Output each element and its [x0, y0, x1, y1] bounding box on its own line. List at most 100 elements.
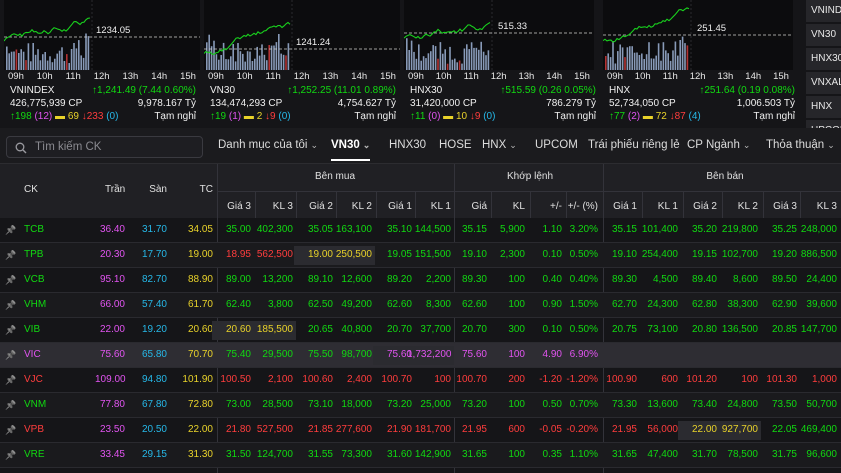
tab-cp-ngành[interactable]: CP Ngành ⌄	[687, 139, 750, 151]
pin-icon[interactable]: 📌	[5, 450, 17, 460]
quote-cell: 20.75	[611, 324, 637, 335]
floor-price: 31.70	[141, 224, 167, 235]
quote-cell: 31.65	[611, 449, 637, 460]
ceiling-count: (2)	[627, 111, 641, 122]
floor-count: (0)	[278, 111, 291, 122]
tab-trái-phiếu-riêng-lẻ[interactable]: Trái phiếu riêng lẻ	[588, 139, 680, 151]
divider	[530, 191, 531, 218]
quote-cell: 8,300	[425, 299, 451, 310]
divider	[454, 164, 455, 473]
col-ck[interactable]: CK	[24, 184, 38, 195]
symbol-code[interactable]: VJC	[24, 374, 43, 385]
symbol-code[interactable]: VIC	[24, 349, 41, 360]
table-row[interactable]: 📌 VCB 95.10 82.70 88.90 89.00 13,200 89.10 12,60…	[0, 268, 841, 293]
index-panel-vn30[interactable]: 1241.24 09h 10h 11h 12h 13h 14h 15h VN30 ↑1,252.2…	[204, 0, 400, 128]
index-chart: 1234.05	[4, 0, 200, 70]
index-change: ↑251.64 (0.19 0.08%)	[699, 85, 795, 96]
pin-icon[interactable]: 📌	[5, 225, 17, 235]
pin-icon[interactable]: 📌	[5, 400, 17, 410]
tab-hnx30[interactable]: HNX30	[389, 139, 426, 151]
index-panel-hnx30[interactable]: 515.33 09h 10h 11h 12h 13h 14h 15h HNX30 ↑515.59 …	[404, 0, 600, 128]
tab-upcom[interactable]: UPCOM	[535, 139, 578, 151]
tab-label: HOSE	[439, 139, 472, 151]
quote-cell: 5,900	[499, 224, 525, 235]
table-row[interactable]: 📌 VPB 23.50 20.50 22.00 21.80 527,500 21.85 277,…	[0, 418, 841, 443]
quote-cell: 18.95	[225, 249, 251, 260]
time-axis: 09h 10h 11h 12h 13h 14h 15h	[208, 71, 396, 83]
quote-cell: 49,200	[341, 299, 372, 310]
pin-icon[interactable]: 📌	[5, 300, 17, 310]
ceiling-price: 77.80	[99, 399, 125, 410]
tab-thỏa-thuận[interactable]: Thỏa thuận ⌄	[766, 139, 835, 151]
index-list-item[interactable]: VNINDEX	[806, 0, 841, 22]
table-row[interactable]: 📌 VHM 66.00 57.40 61.70 62.40 3,800 62.50 49,200…	[0, 293, 841, 318]
index-volume: 134,474,293 CP	[210, 98, 283, 109]
symbol-code[interactable]: VNM	[24, 399, 47, 410]
advancers: ↑11	[410, 111, 429, 122]
index-list-item[interactable]: HNX	[806, 96, 841, 118]
pin-icon[interactable]: 📌	[5, 325, 17, 335]
sub-header: Giá 1	[613, 201, 637, 212]
pin-icon[interactable]: 📌	[5, 375, 17, 385]
decliners: ↓87	[669, 111, 689, 122]
index-list-item[interactable]: HNX30	[806, 48, 841, 70]
tab-vn30[interactable]: VN30 ⌄	[331, 139, 371, 161]
time-axis: 09h 10h 11h 12h 13h 14h 15h	[607, 71, 789, 83]
search-input[interactable]: Tìm kiếm CK	[6, 136, 203, 158]
tab-danh-mục-của-tôi[interactable]: Danh mục của tôi ⌄	[218, 139, 318, 151]
quote-cell: 50,700	[806, 399, 837, 410]
symbol-code[interactable]: VHM	[24, 299, 47, 310]
quote-cell: 28,500	[262, 399, 293, 410]
time-tick: 09h	[208, 71, 224, 82]
index-list-item[interactable]: VNXALL	[806, 72, 841, 94]
quote-cell: 1.50%	[569, 299, 598, 310]
index-breadth-row: ↑77 (2) ▬ 72 ↓87 (4) Tạm nghỉ	[609, 111, 795, 122]
table-row[interactable]: 📌 VIC 75.60 65.80 70.70 75.40 29,500 75.50 98,70…	[0, 343, 841, 368]
quote-cell: -1.20%	[566, 374, 598, 385]
chevron-down-icon: ⌄	[742, 140, 751, 150]
quote-cell: 1.10	[542, 224, 562, 235]
pin-icon[interactable]: 📌	[5, 350, 17, 360]
quote-cell: 101,400	[641, 224, 678, 235]
pin-icon[interactable]: 📌	[5, 250, 17, 260]
floor-price: 19.20	[141, 324, 167, 335]
symbol-code[interactable]: TPB	[24, 249, 44, 260]
pin-icon[interactable]: 📌	[5, 425, 17, 435]
time-tick: 15h	[180, 71, 196, 82]
pin-icon[interactable]: 📌	[5, 275, 17, 285]
symbol-code[interactable]: VIB	[24, 324, 41, 335]
quote-cell: 35.15	[461, 224, 487, 235]
quote-cell: 6.90%	[569, 349, 598, 360]
table-row[interactable]: 📌 VNM 77.80 67.80 72.80 73.00 28,500 73.10 18,00…	[0, 393, 841, 418]
table-row[interactable]: 📌 VJC 109.00 94.80 101.90 100.50 2,100 100.60 2,…	[0, 368, 841, 393]
symbol-code[interactable]: VPB	[24, 424, 45, 435]
quote-cell: 0.70%	[569, 399, 598, 410]
quote-cell: 98,700	[341, 349, 372, 360]
reference-price: 22.00	[187, 424, 213, 435]
tab-hose[interactable]: HOSE	[439, 139, 472, 151]
quote-cell: 19.10	[461, 249, 487, 260]
floor-price: 29.15	[141, 449, 167, 460]
index-panel-vnindex[interactable]: 1234.05 09h 10h 11h 12h 13h 14h 15h VNINDEX ↑1,24…	[4, 0, 200, 128]
index-panel-hnx[interactable]: 251.45 09h 10h 11h 12h 13h 14h 15h HNX ↑251.64 (0…	[603, 0, 799, 128]
symbol-code[interactable]: VRE	[24, 449, 45, 460]
table-row[interactable]: 📌 TCB 36.40 31.70 34.05 35.00 402,300 35.05 163,…	[0, 218, 841, 243]
time-tick: 12h	[689, 71, 706, 82]
table-row[interactable]: 📌 TPB 20.30 17.70 19.00 18.95 562,500 19.00 250,…	[0, 243, 841, 268]
tab-hnx[interactable]: HNX ⌄	[482, 139, 517, 151]
index-value: 9,978.167 Tỷ	[137, 98, 196, 109]
sub-header: +/- (%)	[567, 201, 598, 212]
ceiling-price: 95.10	[99, 274, 125, 285]
table-row[interactable]: 📌 VIB 22.00 19.20 20.60 20.60 185,500 20.65 40,8…	[0, 318, 841, 343]
quote-cell: 73.40	[691, 399, 717, 410]
time-axis: 09h 10h 11h 12h 13h 14h 15h	[8, 71, 196, 83]
quote-cell: 24,300	[647, 299, 678, 310]
index-volume-row: 134,474,293 CP 4,754.627 Tỷ	[210, 98, 396, 109]
time-tick: 12h	[490, 71, 507, 82]
divider	[376, 191, 377, 218]
highlight-cell	[678, 421, 720, 440]
table-row[interactable]: 📌 VRE 33.45 29.15 31.30 31.50 124,700 31.55 73,3…	[0, 443, 841, 468]
symbol-code[interactable]: TCB	[24, 224, 44, 235]
symbol-code[interactable]: VCB	[24, 274, 45, 285]
index-list-item[interactable]: VN30	[806, 24, 841, 46]
